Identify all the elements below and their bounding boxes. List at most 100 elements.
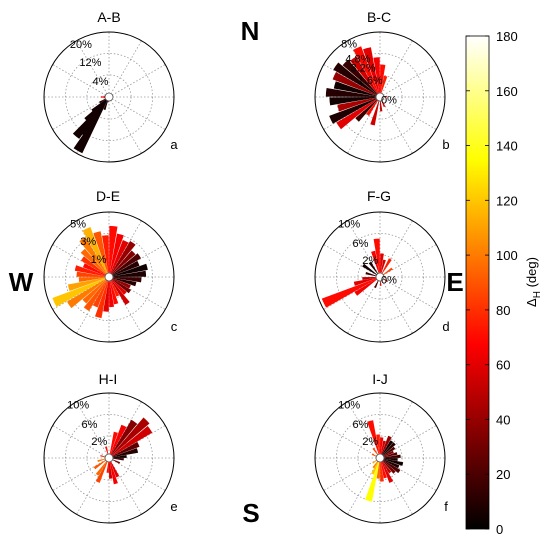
rose-bars — [43, 31, 175, 163]
rose-bar — [380, 446, 396, 458]
rose-bar — [109, 419, 138, 458]
panel-title: A-B — [97, 9, 120, 25]
grid-spoke — [379, 457, 413, 515]
grid-spoke — [76, 457, 110, 515]
rose-bar — [380, 458, 398, 461]
rose-bar — [376, 434, 380, 458]
rose-bar — [109, 233, 124, 277]
colorbar-tick-label: 100 — [496, 248, 518, 263]
grid-ring — [335, 413, 424, 502]
rose-bar — [109, 277, 131, 289]
rose-bar — [93, 231, 109, 277]
radial-tick-label: 6% — [353, 419, 369, 431]
radial-tick-labels: 0%2% 6% 10% — [338, 219, 397, 287]
radial-tick-label: 3% — [80, 236, 96, 248]
colorbar-tick-label: 20 — [496, 467, 510, 482]
colorbar-label-subscript: H — [532, 291, 543, 298]
rose-bar — [109, 458, 120, 478]
rose-bar — [366, 97, 380, 116]
grid-spoke — [379, 276, 437, 310]
grid-spoke — [108, 40, 142, 98]
grid-spoke — [379, 401, 413, 459]
grid-spoke — [347, 276, 381, 334]
rose-bar — [109, 277, 114, 308]
colorbar-tick-label: 140 — [496, 139, 518, 154]
rose-panel-a: A-B 4% 12% 20% a — [43, 9, 178, 163]
radial-tick-label: 2% — [362, 436, 378, 448]
rose-bar — [91, 97, 109, 113]
rose-bar — [109, 263, 148, 277]
radial-tick-label: 8% — [341, 39, 357, 51]
colorbar-label-symbol: Δ — [524, 298, 539, 307]
rose-bar — [67, 277, 109, 309]
rose-bar — [355, 97, 380, 122]
rose-bar — [329, 97, 380, 124]
rose-bars — [314, 211, 446, 343]
radial-tick-label: 0% — [381, 274, 397, 286]
grid-spoke — [108, 457, 166, 491]
rose-bar — [84, 97, 109, 122]
grid-ring — [65, 53, 153, 141]
grid-spoke — [108, 96, 166, 130]
rose-bar — [82, 277, 109, 304]
colorbar-tick-label: 80 — [496, 303, 510, 318]
panel-title: I-J — [372, 371, 388, 387]
grid-spoke — [108, 276, 166, 310]
outer-ring — [43, 392, 175, 524]
colorbar-label-unit: (deg) — [524, 257, 539, 291]
grid-spoke — [379, 244, 437, 278]
rose-bar — [109, 241, 136, 277]
rose-bar — [109, 225, 118, 277]
rose-bar — [354, 277, 380, 296]
compass-north: N — [241, 16, 260, 46]
rose-bar — [333, 81, 380, 97]
grid-spoke — [379, 425, 437, 459]
rose-bar — [109, 458, 118, 485]
radial-tick-labels: 0% 1.6%3.2%4.8% 8% — [341, 39, 397, 107]
rose-bar — [329, 97, 380, 106]
grid-spoke — [323, 425, 381, 459]
grid-spoke — [76, 220, 110, 278]
rose-bar — [380, 64, 386, 97]
outer-ring — [314, 31, 446, 163]
rose-bar — [380, 458, 392, 474]
panel-label: f — [444, 499, 448, 514]
grid-spoke — [52, 425, 110, 459]
outer-ring — [43, 211, 175, 343]
rose-bar — [371, 250, 380, 277]
rose-bar — [332, 72, 380, 97]
rose-bar — [373, 57, 380, 97]
rose-bars — [314, 392, 446, 524]
rose-bar — [103, 277, 109, 312]
grid-spoke — [323, 276, 381, 310]
radial-tick-label: 3.2% — [351, 63, 376, 75]
colorbar-tick-label: 180 — [496, 29, 518, 44]
radial-tick-label: 1% — [91, 254, 107, 266]
rose-bar — [380, 440, 394, 458]
grid-spoke — [323, 96, 381, 130]
rose-bar — [336, 97, 380, 130]
rose-bar — [109, 277, 142, 283]
panel-title: B-C — [367, 9, 391, 25]
radial-tick-label: 1.6% — [358, 75, 383, 87]
rose-panel-b: B-C 0% 1.6%3.2%4.8% 8% b — [314, 9, 450, 163]
rose-bar — [83, 277, 109, 311]
rose-bar — [380, 435, 392, 458]
rose-panel-f: I-J 2% 6% 10% f — [314, 371, 448, 524]
rose-bar — [109, 458, 113, 479]
grid-spoke — [379, 96, 437, 130]
grid-spoke — [76, 40, 110, 98]
rose-bar — [109, 431, 118, 458]
radial-tick-labels: 2% 6% 10% — [67, 400, 107, 449]
rose-bar — [380, 442, 396, 458]
rose-bar — [363, 47, 380, 97]
radial-tick-labels: 4% 12% 20% — [70, 39, 109, 88]
rose-bar — [109, 250, 136, 277]
colorbar-tick-label: 160 — [496, 84, 518, 99]
rose-bar — [380, 458, 384, 482]
rose-bar — [109, 277, 119, 305]
rose-bar — [74, 265, 109, 277]
radial-tick-labels: 2% 6% 10% — [338, 400, 378, 449]
rose-bar — [370, 97, 380, 126]
